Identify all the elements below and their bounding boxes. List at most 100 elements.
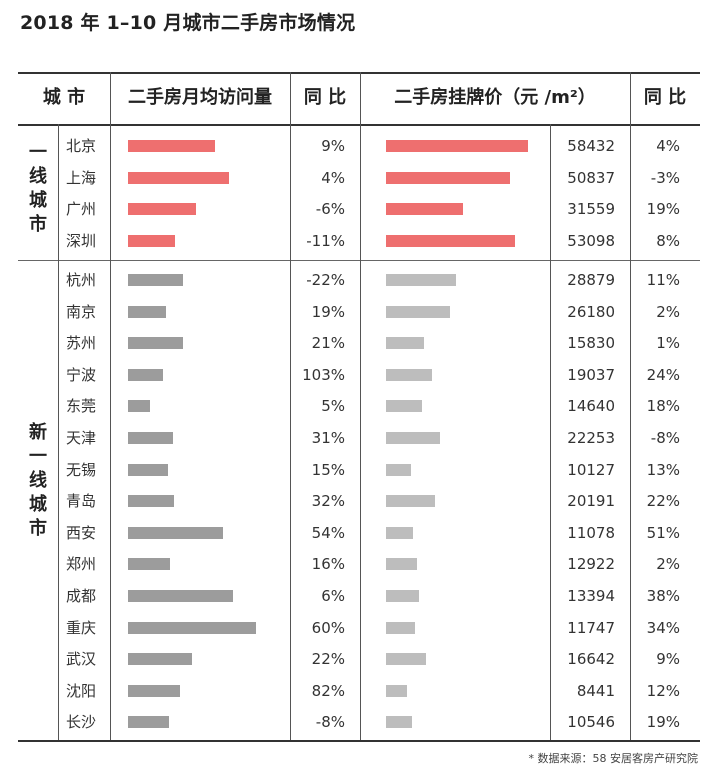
city-name: 重庆 bbox=[66, 618, 97, 637]
city-name: 上海 bbox=[66, 168, 97, 187]
price-yoy-value: -3% bbox=[650, 168, 680, 187]
group-label-tier1: 一线城市 bbox=[18, 144, 58, 240]
header-price: 二手房挂牌价（元 /m²） bbox=[394, 87, 596, 108]
visits-bar bbox=[128, 495, 175, 508]
price-yoy-value: 2% bbox=[656, 555, 680, 574]
price-value: 15830 bbox=[567, 334, 615, 353]
price-bar bbox=[386, 368, 433, 381]
price-value: 8441 bbox=[576, 681, 615, 700]
price-value: 10127 bbox=[567, 460, 615, 479]
price-bar bbox=[386, 716, 412, 729]
visits-bar bbox=[128, 653, 192, 666]
visits-yoy-value: 60% bbox=[311, 618, 345, 637]
visits-bar bbox=[128, 716, 169, 729]
city-name: 沈阳 bbox=[66, 681, 97, 700]
city-name: 无锡 bbox=[66, 460, 97, 479]
city-name: 深圳 bbox=[66, 231, 97, 250]
city-name: 广州 bbox=[66, 200, 97, 219]
price-yoy-value: 12% bbox=[646, 681, 680, 700]
visits-yoy-value: 16% bbox=[311, 555, 345, 574]
price-yoy-value: 19% bbox=[646, 200, 680, 219]
price-bar bbox=[386, 653, 427, 666]
group-label-char: 一 bbox=[29, 142, 47, 163]
group-label-char: 城 bbox=[29, 494, 47, 515]
price-yoy-value: 38% bbox=[646, 587, 680, 605]
price-bar bbox=[386, 140, 528, 152]
group-label-char: 线 bbox=[29, 166, 47, 187]
price-bar bbox=[386, 234, 516, 247]
visits-bar bbox=[128, 203, 196, 216]
price-value: 20191 bbox=[567, 492, 615, 511]
city-name: 武汉 bbox=[66, 650, 97, 669]
price-bar bbox=[386, 171, 510, 184]
city-name: 郑州 bbox=[66, 555, 97, 574]
visits-yoy-value: -22% bbox=[306, 271, 345, 289]
price-bar bbox=[386, 203, 463, 216]
price-yoy-value: 34% bbox=[646, 618, 680, 637]
price-value: 13394 bbox=[567, 587, 615, 605]
visits-yoy-value: 22% bbox=[311, 650, 345, 669]
price-bar bbox=[386, 558, 418, 571]
visits-bar bbox=[128, 337, 184, 350]
price-bar bbox=[386, 526, 413, 539]
group-label-char: 线 bbox=[29, 470, 47, 491]
page-title: 2018 年 1–10 月城市二手房市场情况 bbox=[20, 12, 356, 34]
visits-bar bbox=[128, 558, 171, 571]
group-label-char: 新 bbox=[29, 422, 47, 443]
col-divider-price bbox=[550, 124, 551, 740]
price-yoy-value: 51% bbox=[646, 523, 680, 542]
col-divider-visits bbox=[290, 72, 291, 740]
visits-yoy-value: 31% bbox=[311, 429, 345, 447]
header-bottom-rule bbox=[18, 124, 700, 126]
col-divider-group bbox=[58, 124, 59, 740]
visits-yoy-value: 82% bbox=[311, 681, 345, 700]
visits-bar bbox=[128, 400, 150, 413]
city-name: 东莞 bbox=[66, 397, 97, 416]
visits-yoy-value: 32% bbox=[311, 492, 345, 511]
price-yoy-value: 2% bbox=[656, 302, 680, 321]
visits-yoy-value: 21% bbox=[311, 334, 345, 353]
table-top-rule bbox=[18, 72, 700, 74]
city-name: 北京 bbox=[66, 137, 97, 155]
visits-bar bbox=[128, 463, 168, 476]
price-bar bbox=[386, 684, 407, 697]
group-label-char: 市 bbox=[29, 214, 47, 235]
visits-bar bbox=[128, 368, 163, 381]
price-yoy-value: 9% bbox=[656, 650, 680, 669]
group-label-char: 市 bbox=[29, 518, 47, 539]
header-visits: 二手房月均访问量 bbox=[128, 87, 272, 108]
visits-bar bbox=[128, 590, 233, 602]
visits-yoy-value: 4% bbox=[321, 168, 345, 187]
price-value: 50837 bbox=[567, 168, 615, 187]
table-bottom-rule bbox=[18, 740, 700, 742]
header-city: 城 市 bbox=[42, 87, 86, 108]
visits-bar bbox=[128, 684, 181, 697]
price-yoy-value: 19% bbox=[646, 713, 680, 732]
visits-yoy-value: 103% bbox=[302, 365, 345, 384]
price-value: 11078 bbox=[567, 523, 615, 542]
visits-yoy-value: -6% bbox=[315, 200, 345, 219]
visits-yoy-value: 9% bbox=[321, 137, 345, 155]
visits-yoy-value: 6% bbox=[321, 587, 345, 605]
price-value: 19037 bbox=[567, 365, 615, 384]
header-yoy-visits: 同 比 bbox=[303, 87, 347, 108]
group-divider-rule bbox=[18, 260, 700, 261]
visits-yoy-value: -8% bbox=[315, 713, 345, 732]
price-bar bbox=[386, 274, 457, 286]
visits-bar bbox=[128, 140, 216, 152]
city-name: 宁波 bbox=[66, 365, 97, 384]
price-yoy-value: 1% bbox=[656, 334, 680, 353]
price-value: 28879 bbox=[567, 271, 615, 289]
price-value: 12922 bbox=[567, 555, 615, 574]
price-bar bbox=[386, 432, 441, 444]
visits-bar bbox=[128, 432, 173, 444]
price-value: 53098 bbox=[567, 231, 615, 250]
city-name: 天津 bbox=[66, 429, 97, 447]
price-yoy-value: 11% bbox=[646, 271, 680, 289]
price-yoy-value: 24% bbox=[646, 365, 680, 384]
city-name: 杭州 bbox=[66, 271, 97, 289]
city-name: 南京 bbox=[66, 302, 97, 321]
price-yoy-value: 18% bbox=[646, 397, 680, 416]
visits-yoy-value: -11% bbox=[306, 231, 345, 250]
price-value: 58432 bbox=[567, 137, 615, 155]
